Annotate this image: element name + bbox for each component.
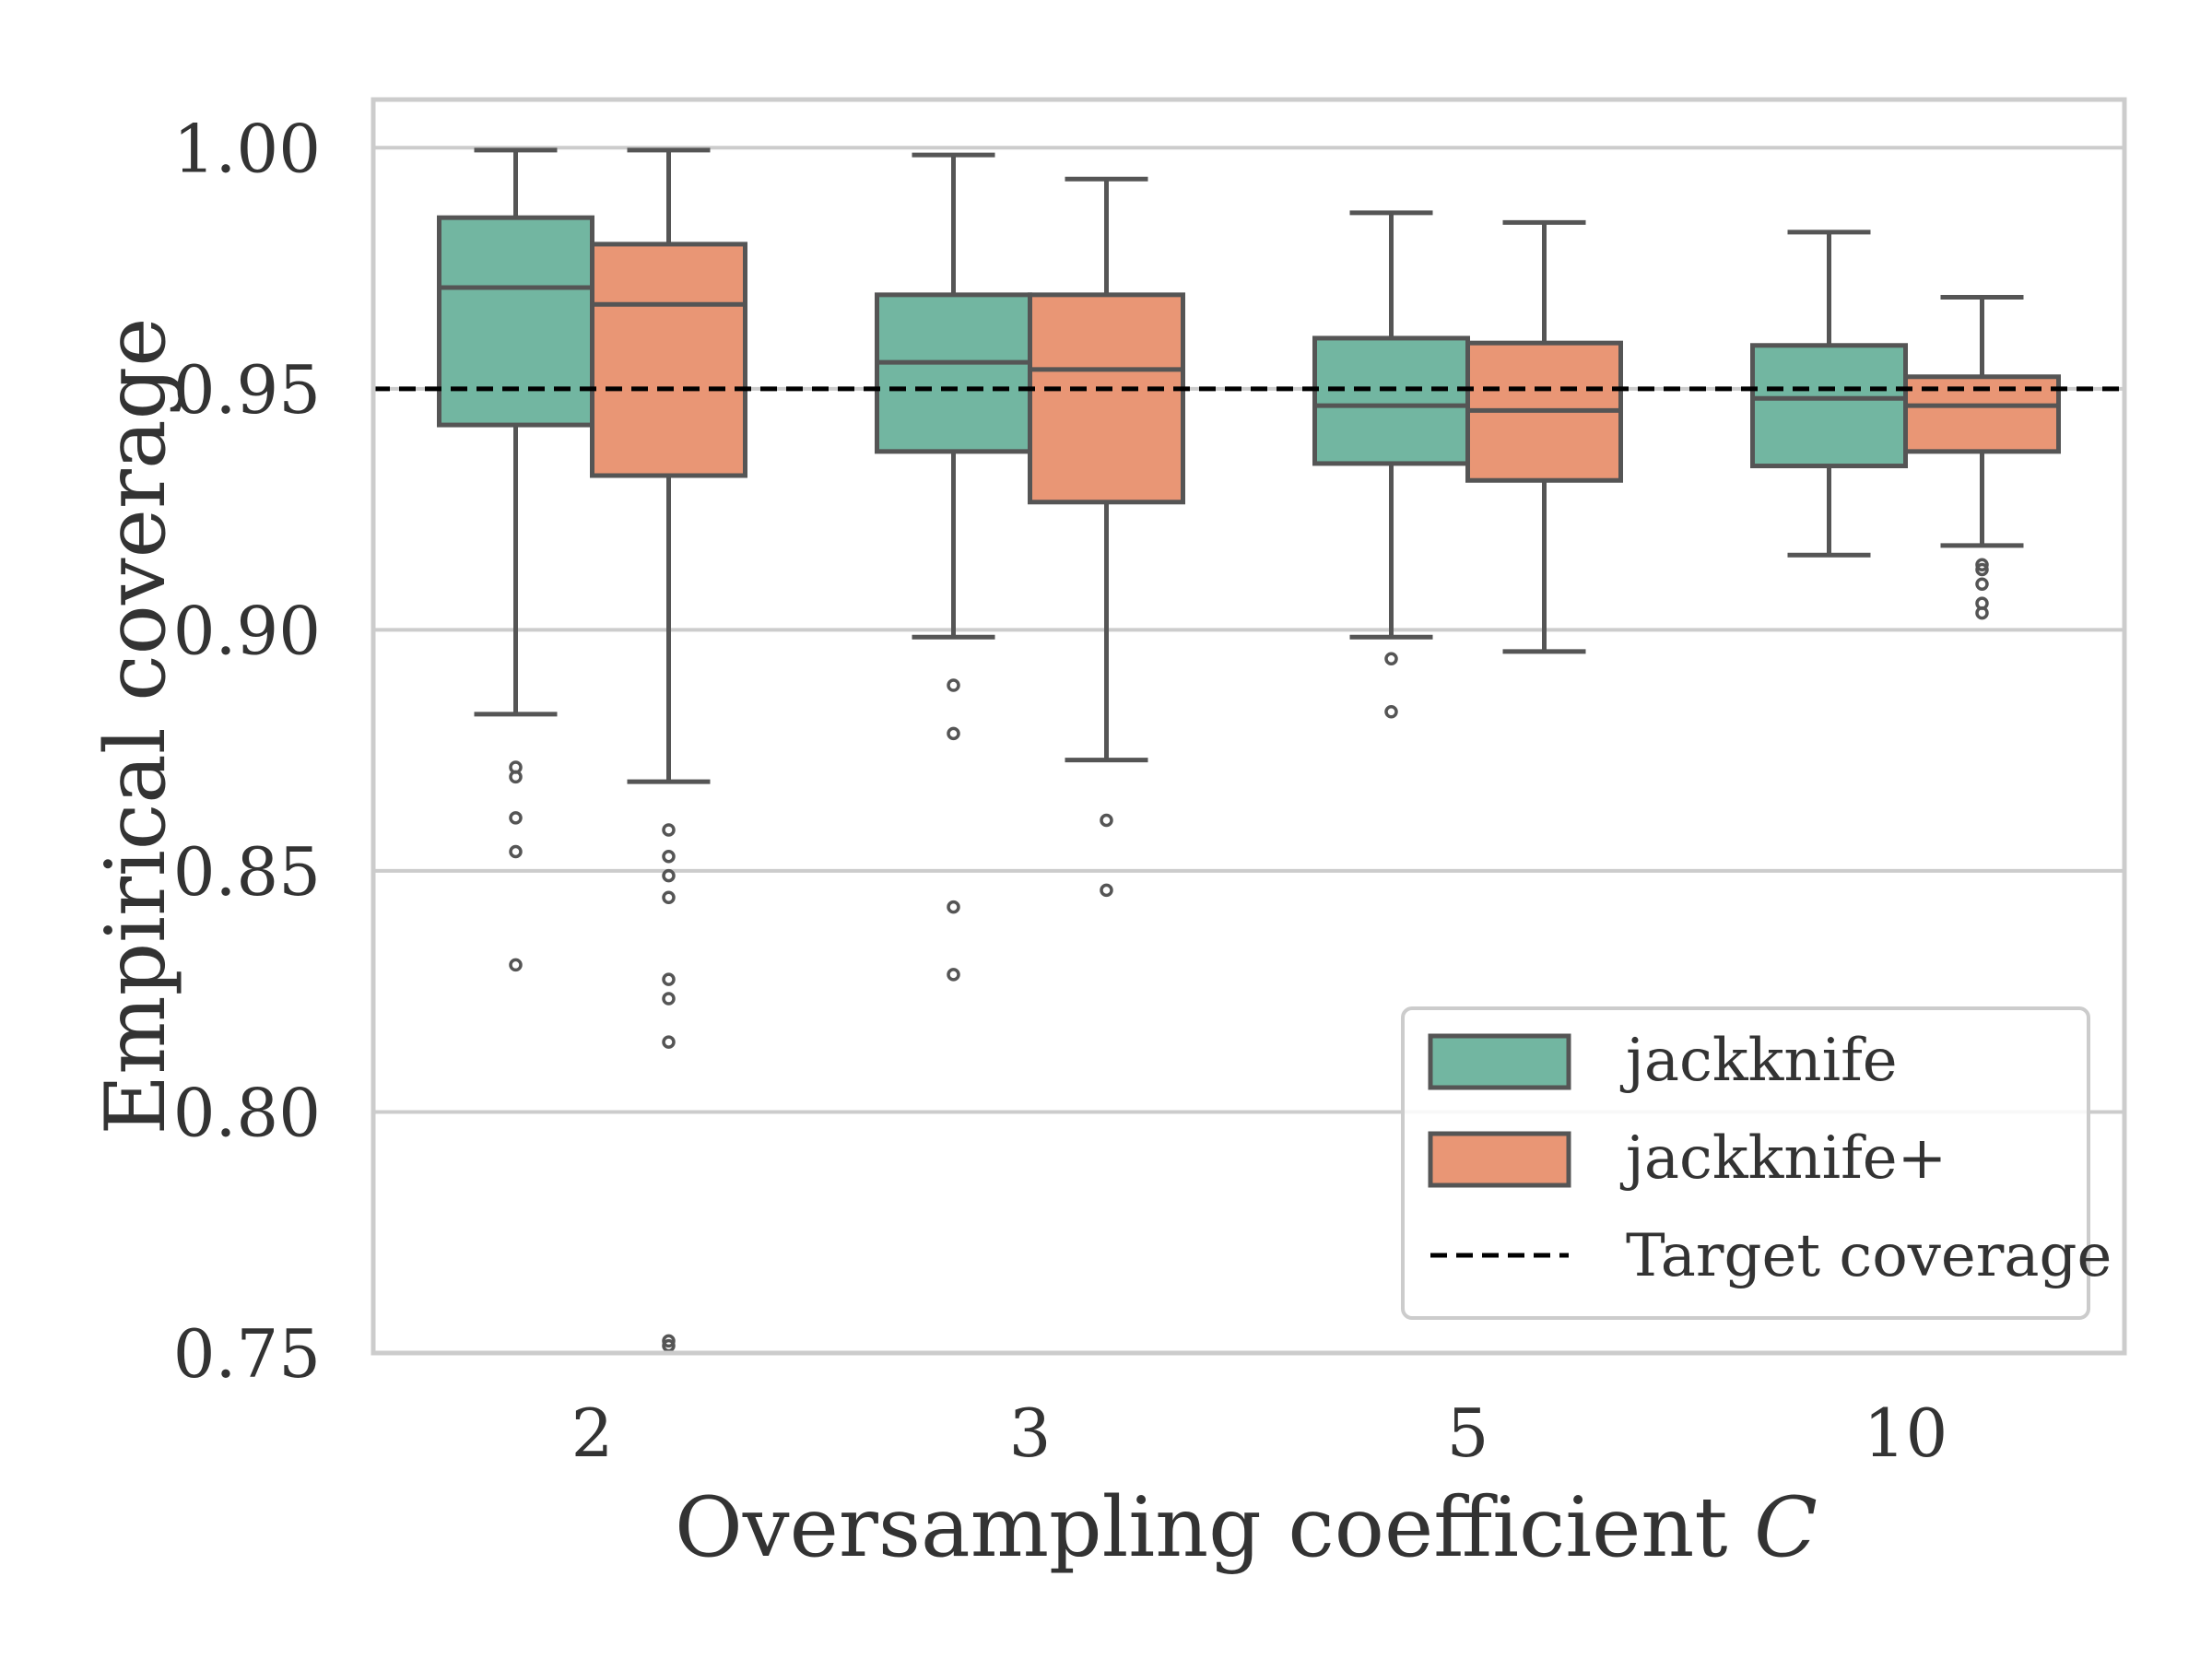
outlier-point: [662, 1334, 676, 1348]
outlier-point: [947, 726, 960, 741]
x-axis-title-text: Oversampling coefficient: [675, 1479, 1728, 1576]
x-tick-label: 5: [1447, 1394, 1489, 1472]
outlier-point: [662, 972, 676, 986]
box-iqr: [875, 292, 1032, 454]
box-jackknife-plus-C5: [1465, 219, 1623, 654]
outlier-point: [1975, 558, 1989, 572]
box-jackknife-C10: [1750, 229, 1908, 558]
outlier-point: [1975, 606, 1989, 620]
y-tick-label: 0.95: [173, 351, 321, 429]
legend-swatch-jackknife-plus: [1428, 1131, 1571, 1188]
outlier-point: [947, 678, 960, 692]
box-jackknife-C3: [875, 152, 1032, 982]
box-iqr: [1312, 335, 1470, 466]
legend: jackknife jackknife+ Target coverage: [1401, 1006, 2112, 1320]
outlier-point: [662, 890, 676, 904]
box-iqr: [437, 215, 594, 428]
outlier-point: [509, 958, 523, 972]
x-tick-label: 10: [1864, 1394, 1948, 1472]
legend-label-jackknife-plus: jackknife+: [1619, 1124, 1947, 1193]
legend-frame: [1401, 1006, 2090, 1320]
outlier-point: [947, 968, 960, 982]
x-tick-label: 2: [571, 1394, 614, 1472]
x-tick-labels: 2 3 5 10: [571, 1394, 1948, 1472]
legend-label-target-coverage: Target coverage: [1626, 1222, 2112, 1290]
box-jackknife-plus-C3: [1028, 176, 1185, 898]
y-tick-label: 0.85: [173, 833, 321, 911]
outlier-point: [1384, 705, 1398, 719]
outlier-point: [1100, 883, 1113, 898]
outlier-point: [662, 849, 676, 864]
y-tick-labels: 0.75 0.80 0.85 0.90 0.95 1.00: [173, 110, 321, 1393]
y-tick-label: 0.80: [173, 1074, 321, 1151]
outlier-point: [662, 1035, 676, 1049]
box-jackknife-C5: [1312, 210, 1470, 719]
legend-swatch-jackknife: [1428, 1033, 1571, 1090]
x-tick-label: 3: [1009, 1394, 1052, 1472]
outlier-point: [662, 992, 676, 1006]
outlier-point: [1975, 577, 1989, 591]
outlier-point: [509, 770, 523, 784]
outlier-point: [1384, 652, 1398, 666]
outlier-point: [662, 823, 676, 837]
box-iqr: [1750, 343, 1908, 469]
x-axis-title-variable: C: [1754, 1479, 1818, 1576]
box-iqr: [1028, 292, 1185, 505]
outlier-point: [947, 900, 960, 914]
y-tick-label: 1.00: [173, 110, 321, 187]
plot-area-frame: [371, 97, 2127, 1356]
box-jackknife-plus-C2: [590, 147, 747, 1353]
outlier-point: [1100, 813, 1113, 828]
y-tick-label: 0.90: [173, 592, 321, 669]
outlier-point: [509, 844, 523, 859]
x-axis-title: Oversampling coefficient C: [675, 1479, 1818, 1576]
legend-label-jackknife: jackknife: [1619, 1027, 1898, 1095]
box-iqr: [590, 241, 747, 478]
y-axis-title: Empirical coverage: [88, 318, 184, 1135]
outlier-point: [509, 811, 523, 825]
outlier-point: [662, 868, 676, 883]
outlier-point: [1975, 562, 1989, 577]
y-tick-label: 0.75: [173, 1315, 321, 1393]
